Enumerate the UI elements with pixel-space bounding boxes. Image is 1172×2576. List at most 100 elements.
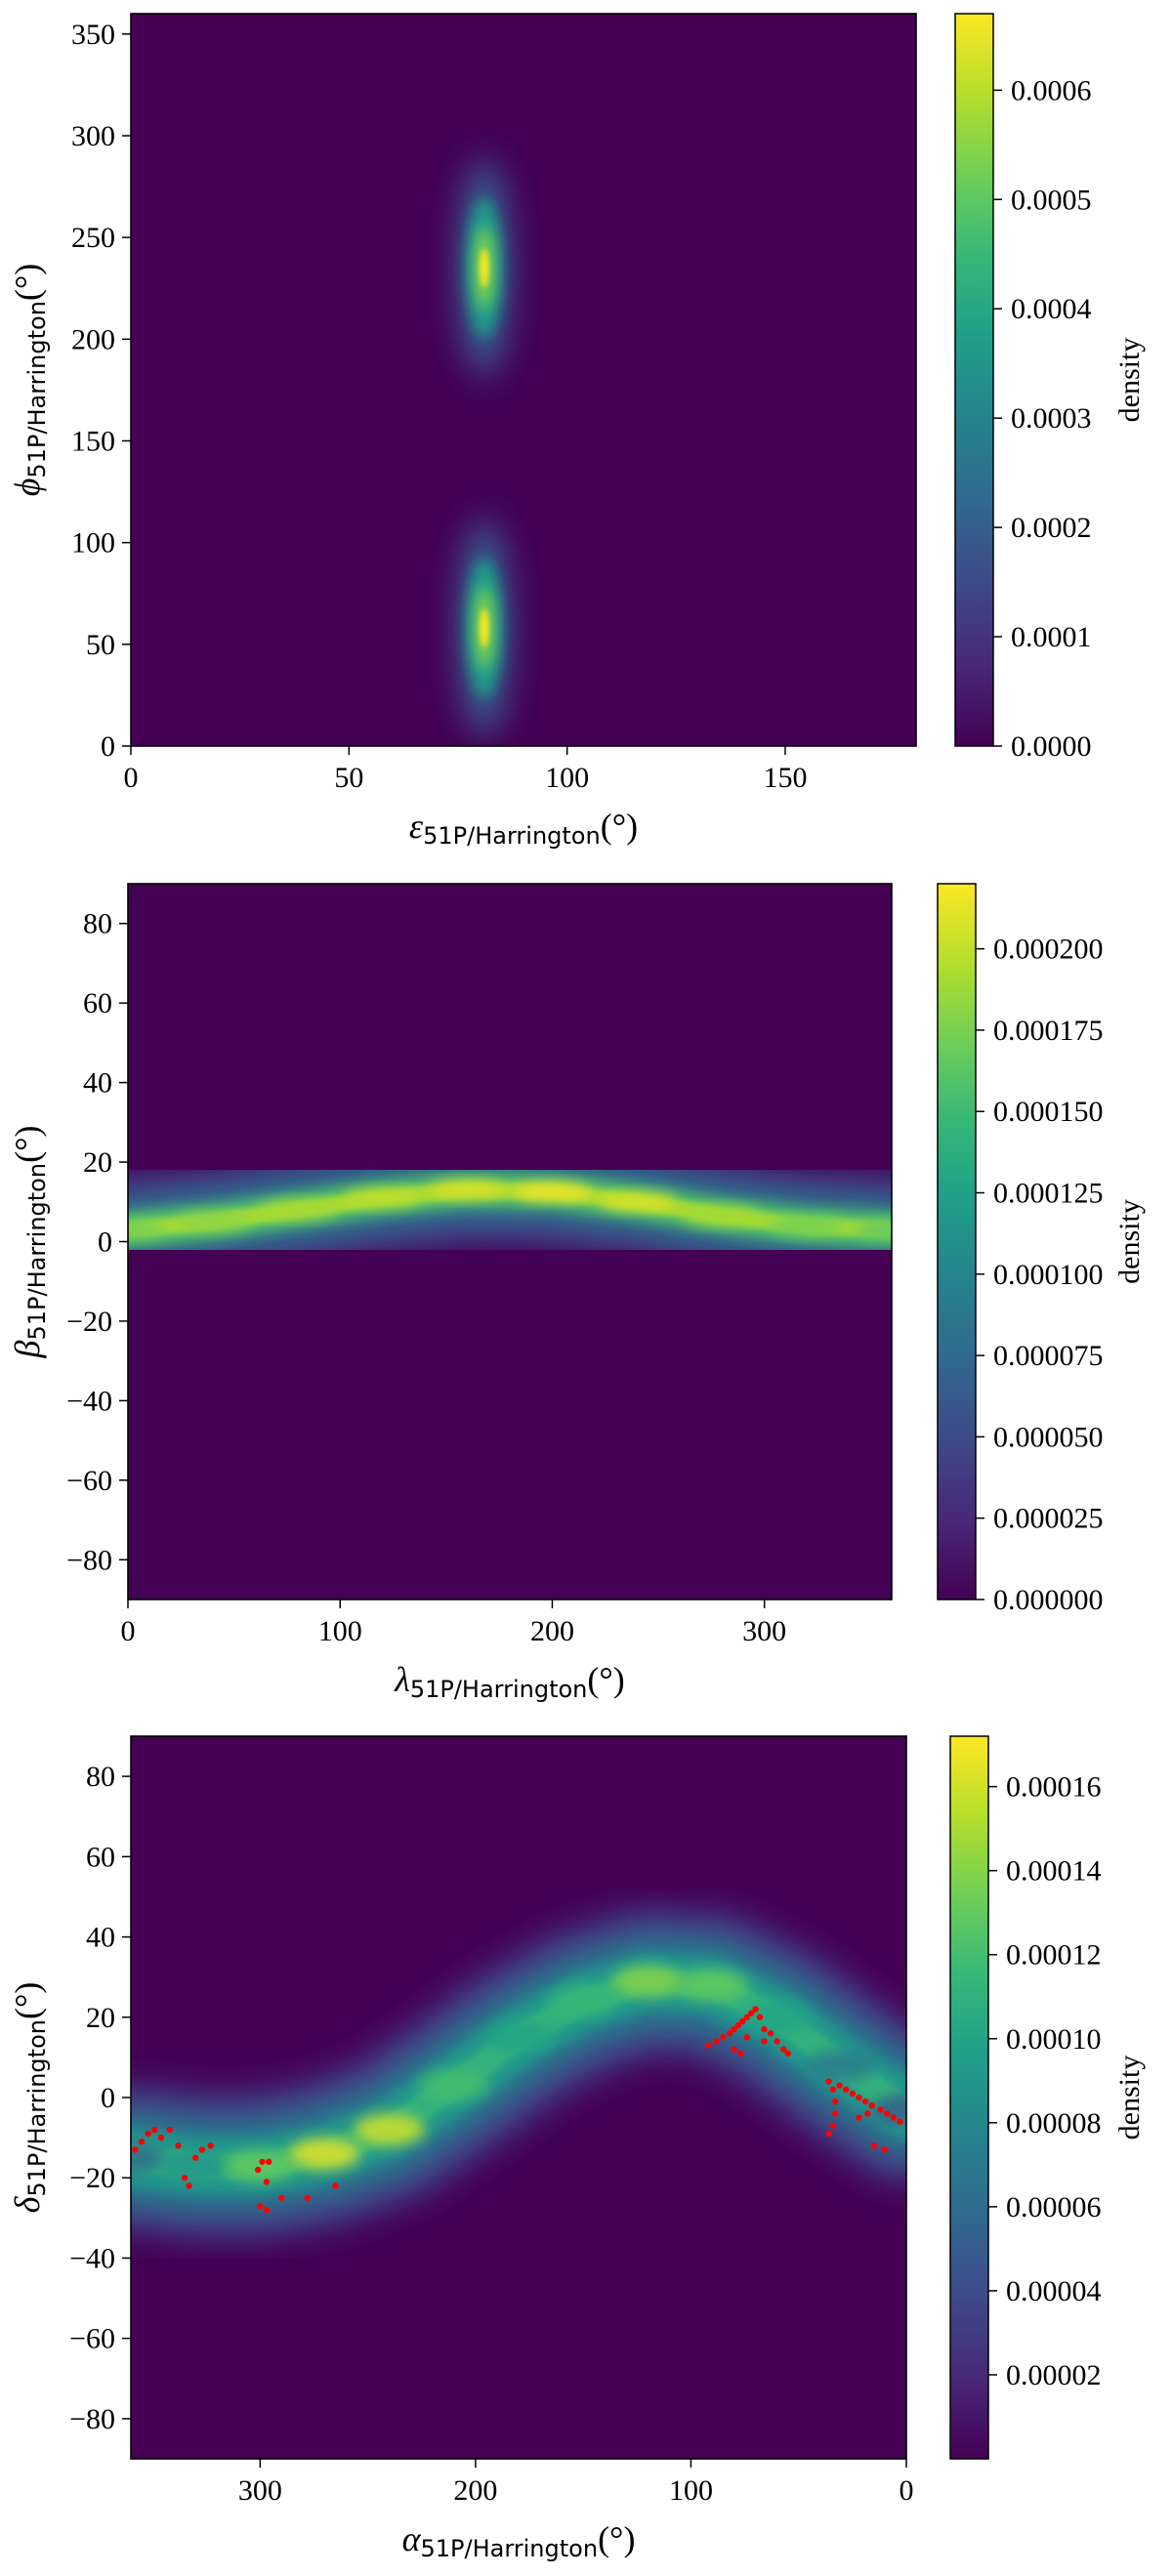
observation-point xyxy=(263,2206,271,2214)
colorbar-tick-label: 0.0005 xyxy=(1011,184,1092,216)
y-tick-label: 80 xyxy=(83,908,112,940)
observation-point xyxy=(825,2078,832,2085)
observation-point xyxy=(157,2134,165,2141)
y-tick-label: 40 xyxy=(83,1067,112,1100)
observation-point xyxy=(761,2025,768,2033)
heatmap-background xyxy=(131,14,916,746)
observation-point xyxy=(767,2030,774,2037)
observation-point xyxy=(138,2139,146,2145)
y-tick-label: −20 xyxy=(66,1306,112,1338)
colorbar-tick-label: 0.00010 xyxy=(1006,2023,1102,2056)
colorbar-tick-label: 0.00004 xyxy=(1006,2275,1102,2307)
y-ticks: 0 50 100 150 200 250 300 350 xyxy=(71,19,131,763)
observation-point xyxy=(731,2025,737,2033)
y-tick-label: 200 xyxy=(71,323,115,355)
observation-point xyxy=(265,2158,272,2165)
observation-point xyxy=(720,2034,727,2041)
observation-point xyxy=(181,2175,188,2181)
colorbar-tick-label: 0.0002 xyxy=(1011,512,1092,544)
y-ticks: −80 −60 −40 −20 0 20 40 60 80 xyxy=(66,908,128,1576)
density-panel-lambda-beta: 0 100 200 300 −80 −60 −40 −20 0 20 40 60 80 λ51P/Ha… xyxy=(8,883,1146,1703)
x-tick-label: 150 xyxy=(764,762,808,794)
colorbar-gradient xyxy=(954,13,994,747)
density-peak-layer-3 xyxy=(479,248,489,288)
observation-point xyxy=(774,2038,780,2045)
colorbar-tick-label: 0.0000 xyxy=(1011,730,1092,763)
density-ridge-point xyxy=(598,1192,677,1211)
y-tick-label: −60 xyxy=(69,2323,115,2355)
colorbar-label: density xyxy=(1113,1199,1146,1284)
density-ridge-point xyxy=(343,1188,422,1207)
observation-point xyxy=(191,2154,199,2161)
colorbar-tick-label: 0.000150 xyxy=(993,1096,1104,1128)
colorbar-tick-label: 0.00006 xyxy=(1006,2191,1102,2223)
density-peak-layer-3 xyxy=(479,608,489,648)
observation-point xyxy=(207,2142,214,2149)
observation-point xyxy=(832,2098,839,2105)
observation-point xyxy=(829,2122,837,2129)
colorbar-tick-label: 0.00012 xyxy=(1006,1939,1102,1972)
observation-points xyxy=(132,2006,903,2214)
y-tick-label: 0 xyxy=(98,1226,112,1259)
y-tick-label: 60 xyxy=(83,987,112,1019)
observation-point xyxy=(843,2086,850,2093)
observation-point xyxy=(832,2110,839,2117)
colorbar-tick-label: 0.000000 xyxy=(993,1584,1104,1616)
x-tick-label: 0 xyxy=(900,2474,914,2507)
colorbar-tick-label: 0.000050 xyxy=(993,1421,1104,1453)
x-axis-label: ε51P/Harrington(°) xyxy=(409,807,638,850)
observation-point xyxy=(713,2038,721,2045)
y-tick-label: 20 xyxy=(86,2002,115,2034)
observation-point xyxy=(883,2110,891,2117)
density-ridge-point xyxy=(289,2138,360,2170)
y-tick-label: 50 xyxy=(86,629,115,661)
colorbar-tick-label: 0.0003 xyxy=(1011,402,1092,435)
density-ridge-point xyxy=(128,1221,167,1239)
observation-point xyxy=(849,2090,857,2098)
density-ridge-point xyxy=(806,2050,877,2082)
colorbar-gradient xyxy=(937,883,977,1600)
observation-point xyxy=(868,2102,875,2109)
x-ticks: 0 50 100 150 xyxy=(124,746,808,794)
heatmap-field xyxy=(128,884,892,1600)
y-tick-label: −40 xyxy=(66,1385,112,1417)
colorbar-tick-label: 0.0001 xyxy=(1011,621,1092,653)
density-ridge-point xyxy=(131,2141,166,2174)
observation-point xyxy=(257,2202,264,2210)
observation-point xyxy=(861,2098,869,2105)
y-tick-label: 150 xyxy=(71,426,115,458)
observation-point xyxy=(259,2158,266,2165)
colorbar-tick-label: 0.00016 xyxy=(1006,1771,1102,1804)
density-ridge-point xyxy=(513,1183,592,1201)
observation-point xyxy=(175,2142,182,2149)
x-tick-label: 100 xyxy=(669,2474,713,2507)
colorbar-tick-label: 0.00014 xyxy=(1006,1855,1102,1888)
colorbar-tick-label: 0.000100 xyxy=(993,1259,1104,1291)
y-tick-label: 300 xyxy=(71,120,115,152)
density-ridge-point xyxy=(428,1181,507,1199)
x-tick-label: 50 xyxy=(334,762,363,794)
observation-point xyxy=(748,2010,755,2016)
heatmap-field xyxy=(131,1736,906,2459)
observation-point xyxy=(836,2082,843,2089)
x-axis-label: λ51P/Harrington(°) xyxy=(394,1660,625,1703)
y-tick-label: 20 xyxy=(83,1146,112,1179)
x-tick-label: 0 xyxy=(121,1615,136,1647)
density-ridge-point xyxy=(677,1969,748,2001)
observation-point xyxy=(784,2050,791,2057)
observation-point xyxy=(304,2194,312,2201)
density-panel-epsilon-phi: 0 50 100 150 0 50 100 150 200 250 300 350 ε51P/Har… xyxy=(8,13,1146,850)
heatmap-area xyxy=(130,13,917,747)
x-tick-label: 300 xyxy=(742,1615,786,1647)
observation-point xyxy=(761,2038,768,2045)
colorbar-tick-label: 0.000025 xyxy=(993,1503,1104,1535)
observation-point xyxy=(897,2118,903,2125)
colorbar-tick-label: 0.000175 xyxy=(993,1015,1104,1047)
density-ridge-point xyxy=(418,2069,489,2101)
observation-point xyxy=(780,2046,787,2053)
y-tick-label: 250 xyxy=(71,222,115,254)
y-tick-label: 60 xyxy=(86,1841,115,1873)
y-axis-label: β51P/Harrington(°) xyxy=(8,1126,51,1359)
heatmap-field xyxy=(131,14,916,746)
